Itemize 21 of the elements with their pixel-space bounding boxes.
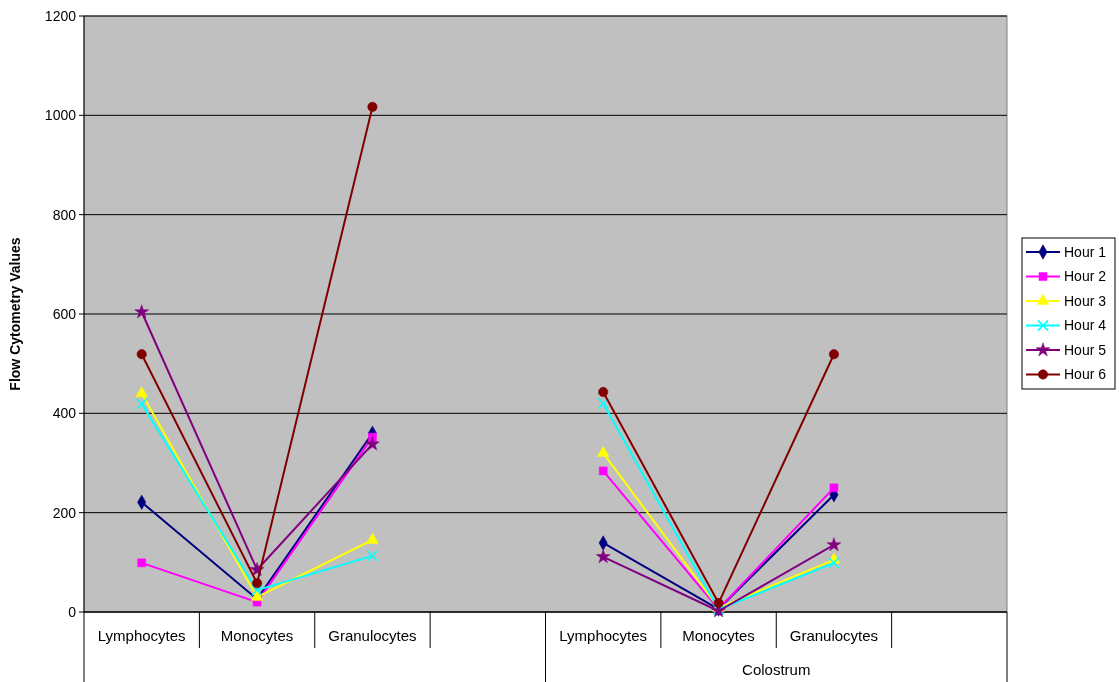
legend-label: Hour 3 (1064, 292, 1107, 309)
y-tick-label: 1200 (44, 7, 77, 24)
x-tick-label: Monocytes (682, 627, 755, 645)
y-axis-title: Flow Cytometry Values (7, 237, 23, 391)
y-tick-label: 200 (52, 504, 77, 521)
y-tick-label: 0 (68, 603, 77, 620)
x-tick-label: Granulocytes (328, 627, 417, 645)
legend-label: Hour 4 (1064, 317, 1107, 334)
y-tick-label: 400 (52, 405, 77, 422)
text: Colostrum (742, 661, 811, 679)
x-tick-label: Lymphocytes (559, 627, 648, 645)
y-tick-label: 1000 (44, 107, 77, 124)
y-tick-label: 800 (52, 206, 77, 223)
x-tick-label: Monocytes (220, 627, 294, 645)
x-tick-label: Granulocytes (789, 627, 879, 645)
y-tick-label: 600 (52, 305, 77, 322)
x-tick-label: Lymphocytes (97, 627, 186, 645)
legend-label: Hour 2 (1064, 268, 1107, 285)
legend-label: Hour 6 (1064, 366, 1107, 383)
legend-label: Hour 5 (1064, 341, 1107, 358)
legend-label: Hour 1 (1064, 243, 1107, 260)
